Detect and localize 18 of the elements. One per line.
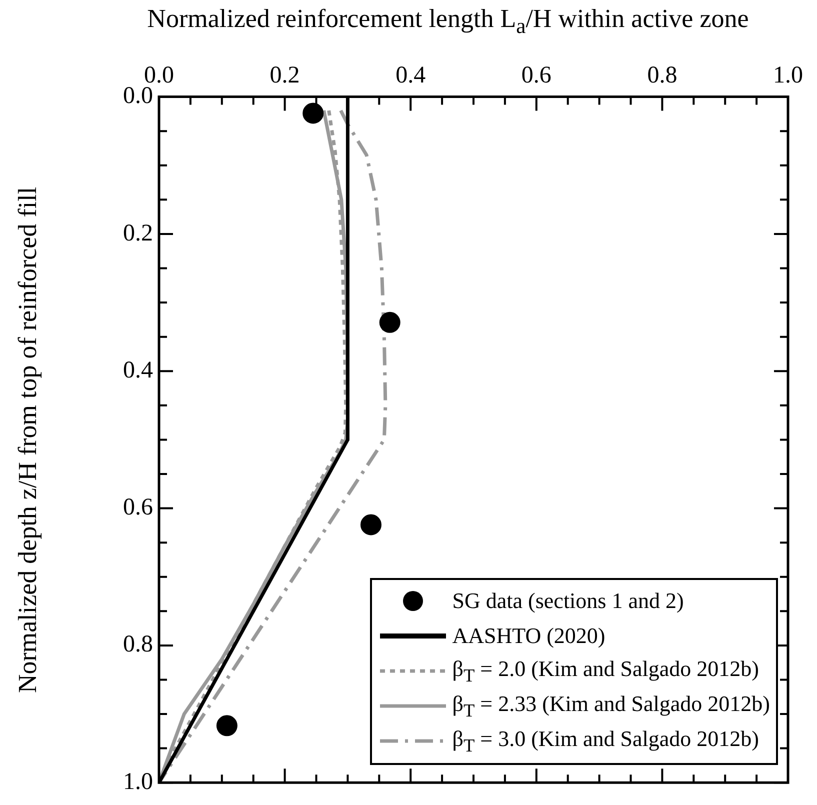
y-tick-label: 1.0 (123, 768, 153, 795)
y-tick-label: 0.2 (123, 220, 153, 246)
y-axis-title: Normalized depth z/H from top of reinforced fill (13, 186, 43, 693)
legend-label: β$_{T}$ = 3.0 (Kim and Salgado 2012b) (452, 726, 759, 756)
x-tick-label: 0.4 (396, 62, 426, 89)
y-tick-label: 0.4 (123, 357, 153, 384)
x-tick-label: 0.8 (647, 62, 678, 89)
legend-label: β$_{T}$ = 2.33 (Kim and Salgado 2012b) (452, 690, 770, 722)
y-tick-label: 0.8 (123, 632, 153, 658)
y-tick-label: 0.6 (123, 494, 153, 521)
x-tick-label: 1.0 (773, 62, 803, 89)
y-tick-label: 0.0 (123, 83, 153, 110)
x-axis-title: Normalized reinforcement length L$_{a}$/H within active zone (146, 4, 750, 40)
x-tick-label: 0.6 (521, 62, 552, 89)
legend-label: AASHTO (2020) (452, 623, 606, 650)
legend-label: β$_{T}$ = 2.0 (Kim and Salgado 2012b) (452, 656, 759, 686)
x-tick-label: 0.2 (270, 62, 300, 89)
legend-label: SG data (sections 1 and 2) (452, 588, 684, 614)
